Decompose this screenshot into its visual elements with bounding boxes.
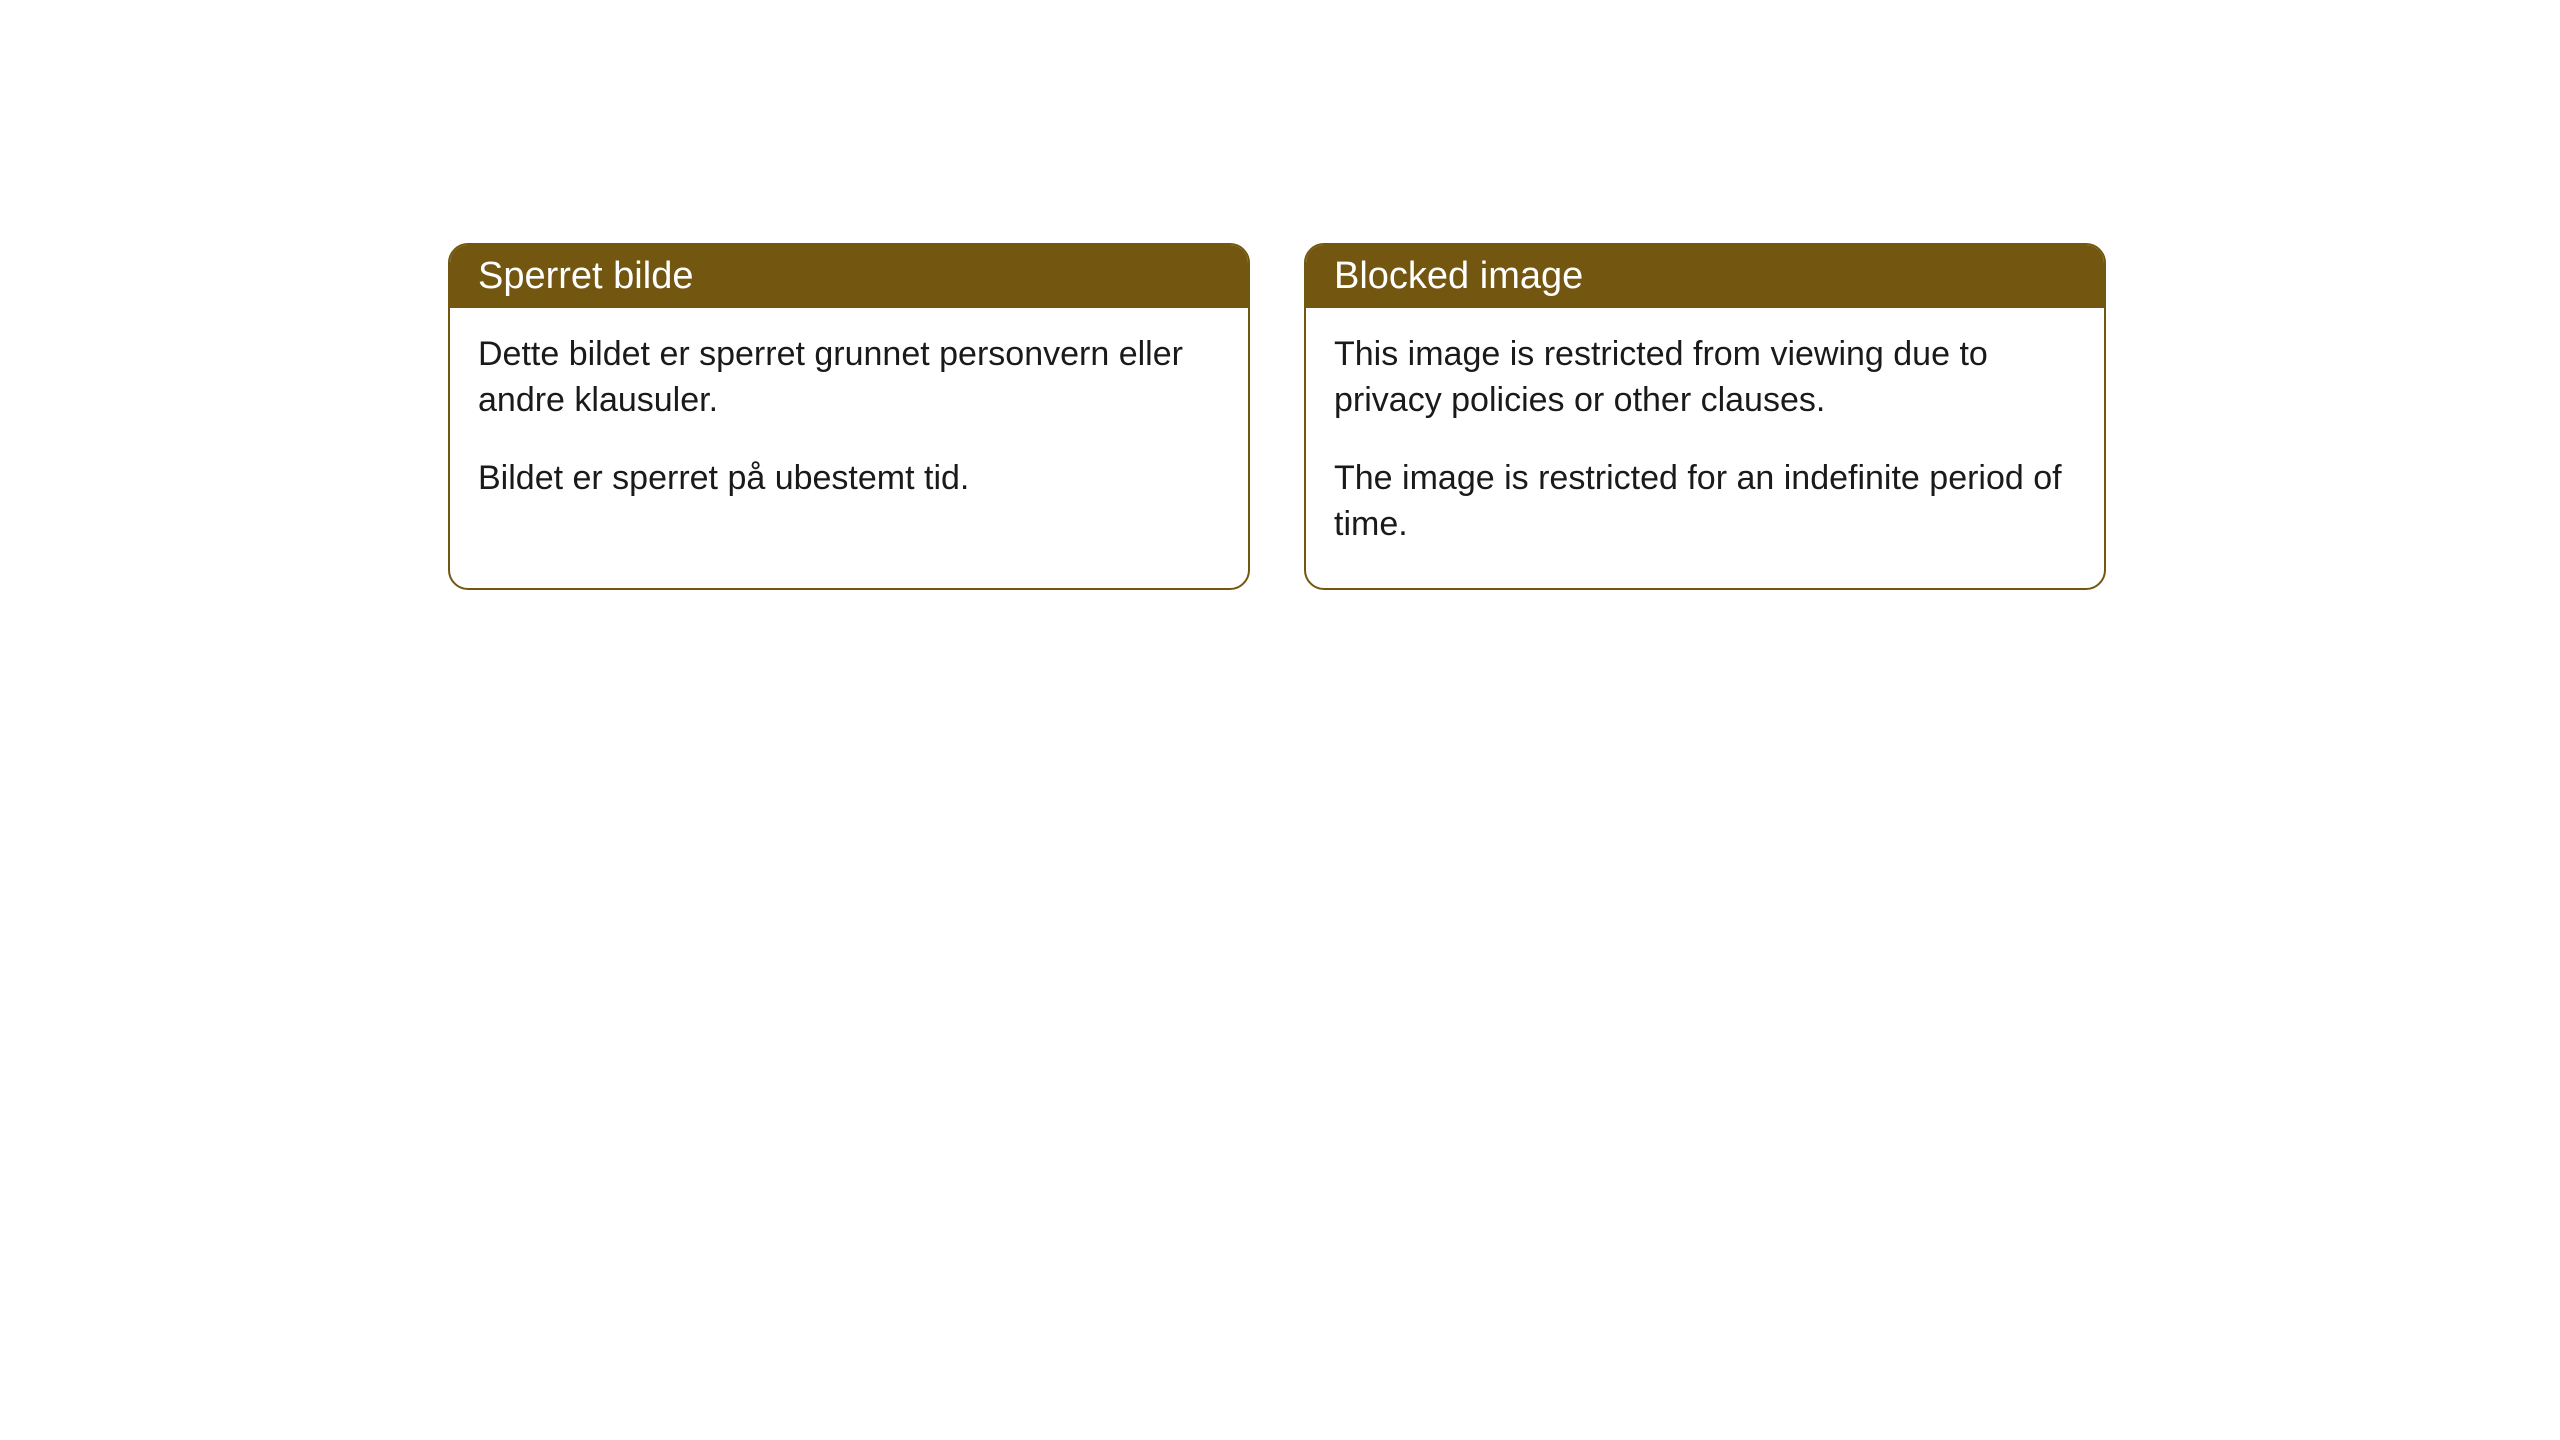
card-header: Sperret bilde <box>450 245 1248 308</box>
card-header: Blocked image <box>1306 245 2104 308</box>
blocked-image-card-norwegian: Sperret bilde Dette bildet er sperret gr… <box>448 243 1250 590</box>
card-body: Dette bildet er sperret grunnet personve… <box>450 308 1248 542</box>
card-paragraph: Bildet er sperret på ubestemt tid. <box>478 456 1220 502</box>
card-paragraph: The image is restricted for an indefinit… <box>1334 456 2076 548</box>
blocked-image-card-english: Blocked image This image is restricted f… <box>1304 243 2106 590</box>
cards-container: Sperret bilde Dette bildet er sperret gr… <box>448 243 2106 590</box>
card-paragraph: This image is restricted from viewing du… <box>1334 332 2076 424</box>
card-body: This image is restricted from viewing du… <box>1306 308 2104 588</box>
card-paragraph: Dette bildet er sperret grunnet personve… <box>478 332 1220 424</box>
